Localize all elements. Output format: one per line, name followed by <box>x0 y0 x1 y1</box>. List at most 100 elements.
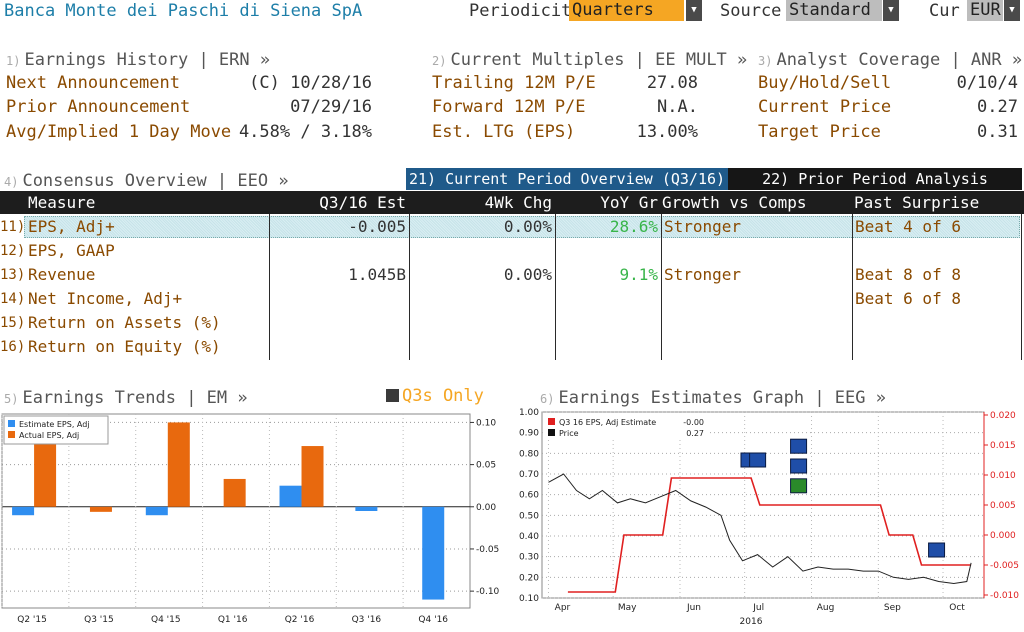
est-ltg-label: Est. LTG (EPS) <box>432 122 576 142</box>
estimate-change-marker[interactable] <box>749 452 767 468</box>
right-y-tick-label: 0.005 <box>990 501 1016 511</box>
estimate-change-icon[interactable] <box>749 452 767 468</box>
table-row[interactable]: 11) EPS, Adj+ -0.005 0.00% 28.6% Stronger Beat… <box>0 215 1024 239</box>
consensus-overview-header[interactable]: 4) Consensus Overview | EEO » <box>4 171 289 191</box>
x-tick-label: Q4 '15 <box>151 615 181 625</box>
right-y-tick-label: -0.010 <box>990 591 1019 601</box>
tab-current-period[interactable]: 21) Current Period Overview (Q3/16) <box>406 168 728 190</box>
forward-pe-value: N.A. <box>657 97 698 117</box>
col-divider <box>555 214 556 360</box>
estimate-change-icon[interactable] <box>790 458 808 474</box>
q3s-only-toggle[interactable]: Q3s Only <box>386 386 484 406</box>
row-measure: EPS, GAAP <box>28 241 115 260</box>
actual-bar <box>34 439 57 507</box>
section-number: 5) <box>4 392 19 406</box>
earnings-estimates-graph-header[interactable]: 6) Earnings Estimates Graph | EEG » <box>540 388 886 408</box>
est-ltg-value: 13.00% <box>636 122 698 142</box>
row-yoy <box>556 335 658 359</box>
row-growth: Stronger <box>664 217 742 236</box>
price-line <box>548 473 972 585</box>
row-est <box>270 335 406 359</box>
row-surprise <box>855 311 1021 335</box>
estimate-change-icon[interactable] <box>790 478 808 494</box>
tab-prior-period[interactable]: 22) Prior Period Analysis (Q2/16) <box>728 168 1022 210</box>
row-yoy <box>556 287 658 311</box>
x-tick-label: Q2 '16 <box>285 615 315 625</box>
table-row[interactable]: 13) Revenue 1.045B 0.00% 9.1% Stronger Beat 8 … <box>0 263 1024 287</box>
row-est <box>270 311 406 335</box>
col-header-growth[interactable]: Growth vs Comps <box>662 191 852 214</box>
estimate-change-marker[interactable] <box>790 458 808 474</box>
estimate-bar <box>355 506 378 511</box>
legend-swatch <box>8 431 15 438</box>
trailing-pe-label: Trailing 12M P/E <box>432 73 596 93</box>
analyst-coverage-header[interactable]: 3) Analyst Coverage | ANR » <box>758 50 1022 70</box>
row-4wk-chg <box>410 239 552 263</box>
left-y-tick-label: 0.30 <box>519 553 539 563</box>
left-y-tick-label: 0.70 <box>519 470 539 480</box>
col-header-surprise[interactable]: Past Surprise <box>854 191 1022 214</box>
left-y-tick-label: 1.00 <box>519 408 539 418</box>
next-announcement-label: Next Announcement <box>6 73 180 93</box>
earnings-history-header[interactable]: 1) Earnings History | ERN » <box>6 50 270 70</box>
legend-swatch <box>548 418 555 425</box>
row-number: 13) <box>0 267 26 283</box>
estimate-bar <box>422 506 445 600</box>
row-measure: EPS, Adj+ <box>28 217 115 236</box>
left-y-tick-label: 0.10 <box>519 594 539 604</box>
row-number: 16) <box>0 339 26 355</box>
table-row[interactable]: 14) Net Income, Adj+ Beat 6 of 8 <box>0 287 1024 311</box>
estimate-change-marker[interactable] <box>928 542 946 558</box>
target-price-label: Target Price <box>758 122 881 142</box>
x-tick-label: Q3 '16 <box>352 615 382 625</box>
q3s-only-label: Q3s Only <box>402 386 484 406</box>
table-row[interactable]: 12) EPS, GAAP <box>0 239 1024 263</box>
currency-label: Cur <box>929 1 960 21</box>
table-row[interactable]: 16) Return on Equity (%) <box>0 335 1024 359</box>
table-row[interactable]: 15) Return on Assets (%) <box>0 311 1024 335</box>
legend-label: Price <box>559 429 579 438</box>
section-number: 2) <box>432 54 447 68</box>
periodicity-dropdown[interactable]: Quarters <box>569 0 684 21</box>
row-4wk-chg: 0.00% <box>503 265 552 284</box>
currency-dropdown-arrow-icon[interactable]: ▼ <box>1004 0 1020 21</box>
x-tick-label: May <box>618 603 637 613</box>
estimate-change-marker[interactable] <box>790 478 808 494</box>
next-announcement-value: (C) 10/28/16 <box>249 73 372 93</box>
col-divider <box>852 214 853 360</box>
plot-area <box>1 413 471 609</box>
x-tick-label: Aug <box>817 603 835 613</box>
col-header-measure[interactable]: Measure <box>28 191 268 214</box>
row-surprise: Beat 4 of 6 <box>855 217 961 236</box>
right-y-tick-label: 0.015 <box>990 441 1016 451</box>
row-surprise: Beat 6 of 8 <box>855 289 961 308</box>
col-divider <box>409 214 410 360</box>
section-number: 6) <box>540 392 555 406</box>
periodicity-dropdown-arrow-icon[interactable]: ▼ <box>686 0 702 21</box>
actual-bar <box>223 478 246 507</box>
left-y-tick-label: 0.20 <box>519 573 539 583</box>
x-year-label: 2016 <box>740 617 763 627</box>
estimate-change-icon[interactable] <box>790 438 808 454</box>
source-dropdown[interactable]: Standard <box>786 0 882 21</box>
y-tick-label: 0.05 <box>476 461 496 471</box>
legend-value: -0.00 <box>683 418 704 427</box>
consensus-overview-title: Consensus Overview | EEO » <box>22 171 289 191</box>
currency-dropdown[interactable]: EUR <box>967 0 1003 21</box>
y-tick-label: 0.00 <box>476 503 496 513</box>
x-tick-label: Q4 '16 <box>418 615 448 625</box>
earnings-trends-header[interactable]: 5) Earnings Trends | EM » <box>4 388 248 408</box>
col-header-4wk-chg[interactable]: 4Wk Chg <box>410 191 554 214</box>
current-multiples-header[interactable]: 2) Current Multiples | EE MULT » <box>432 50 747 70</box>
col-divider <box>1021 214 1022 360</box>
col-header-yoy[interactable]: YoY Gr <box>556 191 660 214</box>
buy-hold-sell-label: Buy/Hold/Sell <box>758 73 892 93</box>
x-tick-label: Jul <box>752 603 764 613</box>
row-surprise <box>855 239 1021 263</box>
estimate-change-marker[interactable] <box>790 438 808 454</box>
col-header-est[interactable]: Q3/16 Est <box>270 191 408 214</box>
source-dropdown-arrow-icon[interactable]: ▼ <box>883 0 899 21</box>
checkbox-icon[interactable] <box>386 389 399 402</box>
x-tick-label: Oct <box>949 603 965 613</box>
row-est: -0.005 <box>348 217 406 236</box>
